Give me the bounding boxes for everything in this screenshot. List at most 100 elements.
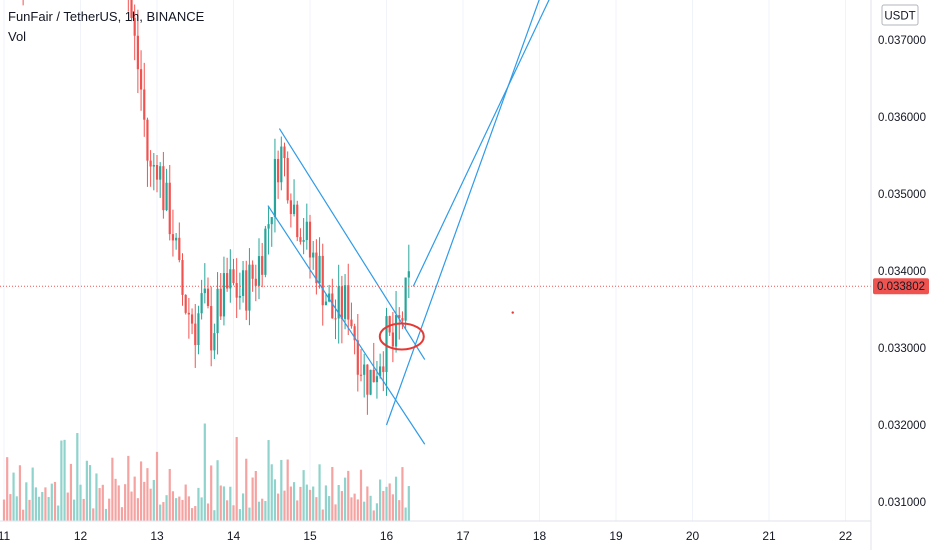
volume-bar [69,463,73,521]
volume-bar [120,507,124,521]
candle-body [302,240,305,242]
candle-body [241,270,245,296]
candle-body [404,277,407,321]
volume-bar [31,467,34,521]
volume-bar [133,476,136,521]
candle-body [375,376,379,383]
candle-body [388,316,391,333]
volume-bar [277,493,280,521]
volume-bar [222,486,226,521]
volume-bar [394,476,398,521]
candle-body [200,293,203,314]
candle-body [318,255,321,284]
volume-bar [267,440,270,521]
volume-bar [328,496,331,521]
time-tick-label: 16 [380,529,394,543]
time-tick-label: 14 [227,529,241,543]
volume-bar [34,487,37,521]
candle-body [267,224,270,229]
volume-bar [143,481,146,521]
volume-bar [200,497,203,521]
candle-body [165,182,168,211]
candle-body [146,119,149,161]
candle-body [197,313,200,345]
volume-bar [286,459,289,521]
volume-bar [379,479,382,521]
volume-bar [37,496,41,521]
grid-lines [3,0,846,521]
volume-bar [6,457,9,521]
candle-body [292,204,296,215]
candle-body [273,158,277,218]
candle-body [407,271,410,278]
candle-body [280,146,283,183]
price-axis[interactable]: 0.031000 0.032000 0.033000 0.034000 0.035000… [878,0,926,509]
candle-body [229,269,232,289]
time-tick-label: 18 [533,529,547,543]
candle-body [149,160,152,167]
volume-bar [92,508,95,521]
candle-body [356,340,359,375]
volume-bar [296,500,299,521]
volume-bar [104,508,108,521]
symbol-title[interactable]: FunFair / TetherUS, 1h, BINANCE [8,9,205,24]
volume-bar [73,499,76,521]
candle-body [238,295,241,298]
candle-body [203,288,206,294]
last-price-value: 0.033802 [877,281,925,293]
time-tick-label: 19 [609,529,623,543]
volume-bar [312,486,315,521]
trend-drawings[interactable] [267,0,651,445]
volume-bar [159,504,162,521]
candle-body [155,165,159,180]
candle-body [171,234,175,241]
volume-bar [229,486,232,521]
price-tick-label: 0.036000 [878,112,926,124]
volume-bar [337,485,340,521]
volume-indicator-label[interactable]: Vol [8,29,26,44]
time-axis[interactable]: 11 12 13 14 15 16 17 18 19 20 21 22 [0,529,852,543]
volume-bar [213,510,216,521]
channel-line [278,128,426,360]
volume-bar [53,481,57,521]
volume-bar [130,491,133,521]
volume-bar [353,493,356,521]
volume-bar [347,470,350,521]
volume-bar [181,499,184,521]
volume-bar [315,497,318,521]
time-tick-label: 20 [686,529,700,543]
volume-bar [305,484,308,521]
candle-body [235,283,238,298]
price-tick-label: 0.031000 [878,497,926,509]
volume-bar [41,492,44,521]
volume-bar [391,494,394,521]
candle-body [350,319,353,327]
volume-bar [175,498,178,521]
volume-bar [111,457,114,521]
candle-body [216,288,219,334]
candle-body [340,286,343,319]
candle-body [130,0,133,18]
volume-bar [241,493,245,521]
volume-bar [407,486,410,521]
candle-body [152,165,155,167]
volume-bar [206,503,210,521]
volume-bar [359,469,363,521]
candle-body [133,17,136,36]
volume-bar [197,487,200,521]
candle-body [143,89,146,120]
time-tick-label: 22 [839,529,853,543]
volume-bar [375,503,379,521]
volume-bar [366,486,369,521]
price-tick-label: 0.032000 [878,420,926,432]
candle-body [299,237,302,242]
candle-body [162,166,165,211]
candle-body [283,146,286,159]
last-price-tag: 0.033802 [873,278,929,295]
volume-bar [168,468,171,521]
currency-badge[interactable]: USDT [881,4,919,26]
candle-body [245,270,248,311]
candle-body [248,264,251,311]
volume-bar [155,451,159,521]
